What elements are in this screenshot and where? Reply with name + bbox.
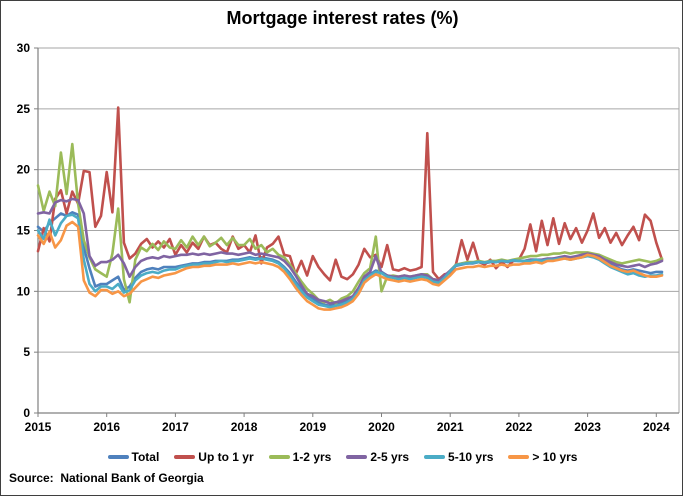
y-tick-label: 25 (17, 102, 31, 116)
legend-swatch-up-to-1-yr (174, 455, 196, 459)
legend-label-total: Total (131, 450, 160, 464)
legend-swatch-total (107, 455, 129, 459)
y-tick-label: 15 (17, 224, 31, 238)
y-tick-label: 20 (17, 163, 31, 177)
legend-swatch-10-yrs (508, 455, 530, 459)
x-tick-label: 2018 (231, 420, 258, 434)
series-line-1-2-yrs (36, 142, 664, 305)
x-tick-label: 2022 (506, 420, 533, 434)
legend-swatch-5-10-yrs (424, 455, 446, 459)
source-note: Source: National Bank of Georgia (9, 471, 204, 485)
legend-swatch-2-5-yrs (346, 455, 368, 459)
x-tick-label: 2020 (368, 420, 395, 434)
legend-item-total: Total (107, 450, 160, 464)
legend-label-1-2-yrs: 1-2 yrs (292, 450, 332, 464)
legend-item-10-yrs: > 10 yrs (508, 450, 577, 464)
legend-item-2-5-yrs: 2-5 yrs (346, 450, 409, 464)
legend-label-5-10-yrs: 5-10 yrs (448, 450, 494, 464)
series-line-up-to-1-yr (36, 106, 664, 282)
chart-title: Mortgage interest rates (%) (226, 8, 459, 28)
legend-label-10-yrs: > 10 yrs (532, 450, 578, 464)
x-tick-label: 2017 (162, 420, 189, 434)
x-tick-label: 2023 (574, 420, 601, 434)
y-tick-label: 0 (23, 406, 30, 420)
y-tick-label: 30 (17, 41, 31, 55)
legend-label-2-5-yrs: 2-5 yrs (370, 450, 410, 464)
legend-label-up-to-1-yr: Up to 1 yr (198, 450, 254, 464)
legend-item-up-to-1-yr: Up to 1 yr (174, 450, 254, 464)
x-tick-label: 2019 (299, 420, 326, 434)
chart-legend: Total Up to 1 yr 1-2 yrs 2-5 yrs 5-10 yrs > 1… (1, 447, 682, 467)
series-line-10-yrs (36, 220, 664, 311)
legend-swatch-1-2-yrs (268, 455, 290, 459)
x-tick-label: 2024 (643, 420, 670, 434)
legend-item-1-2-yrs: 1-2 yrs (268, 450, 332, 464)
x-tick-label: 2015 (25, 420, 52, 434)
x-tick-label: 2021 (437, 420, 464, 434)
y-tick-label: 5 (23, 345, 30, 359)
y-tick-label: 10 (17, 284, 31, 298)
x-tick-label: 2016 (93, 420, 120, 434)
legend-item-5-10-yrs: 5-10 yrs (424, 450, 493, 464)
